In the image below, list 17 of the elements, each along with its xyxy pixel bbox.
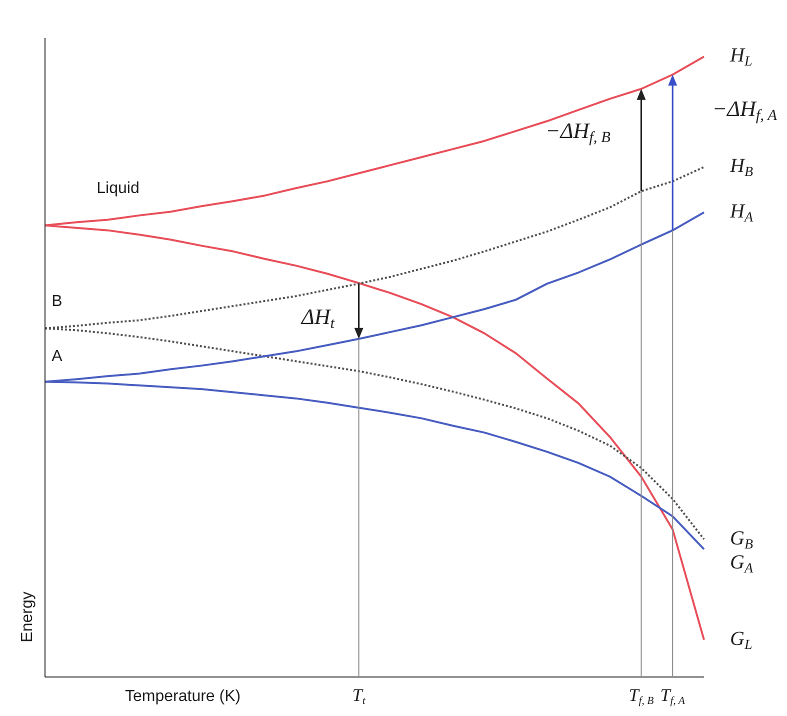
series-label: G$_{B}$	[730, 527, 754, 552]
x-axis-title: Temperature (K)	[125, 688, 241, 705]
series-label: H$_{B}$	[729, 155, 754, 180]
annotation: −ΔH$_{f, B}$	[545, 118, 612, 146]
x-tick-label: T$_{f, B}$	[628, 685, 654, 707]
annotation: A	[52, 348, 63, 365]
series-label: G$_{L}$	[730, 628, 752, 652]
series-label: H$_{L}$	[729, 44, 752, 70]
x-tick-label: T$_{f, A}$	[660, 685, 686, 707]
annotation: B	[52, 293, 62, 310]
annotation: Liquid	[96, 180, 140, 197]
x-tick-label: T$_{t}$	[352, 685, 366, 707]
text: −ΔH$_{f, A}$	[712, 96, 778, 124]
annotation: ΔH$_{t}$	[300, 304, 336, 332]
series-label: G$_{A}$	[730, 551, 754, 576]
series-label: H$_{A}$	[729, 200, 754, 225]
y-axis-title: Energy	[19, 592, 36, 642]
